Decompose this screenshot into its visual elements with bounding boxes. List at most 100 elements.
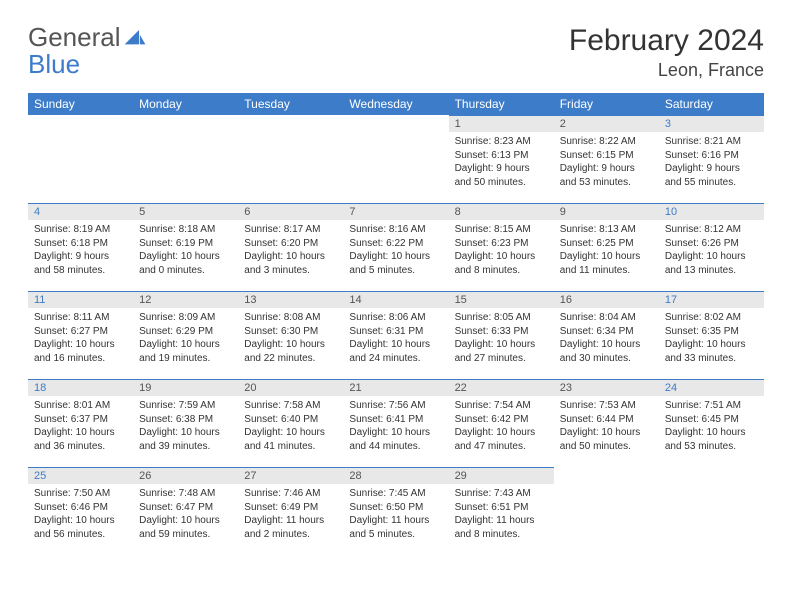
sunset-text: Sunset: 6:20 PM xyxy=(244,237,337,251)
day-number: 15 xyxy=(449,291,554,308)
daylight-text: Daylight: 10 hours and 11 minutes. xyxy=(560,250,653,277)
day-number: 7 xyxy=(343,203,448,220)
sunset-text: Sunset: 6:22 PM xyxy=(349,237,442,251)
sunrise-text: Sunrise: 8:05 AM xyxy=(455,311,548,325)
calendar-week: 1Sunrise: 8:23 AMSunset: 6:13 PMDaylight… xyxy=(28,115,764,203)
sunrise-text: Sunrise: 7:46 AM xyxy=(244,487,337,501)
calendar-cell: 8Sunrise: 8:15 AMSunset: 6:23 PMDaylight… xyxy=(449,203,554,291)
day-body: Sunrise: 7:48 AMSunset: 6:47 PMDaylight:… xyxy=(133,484,238,544)
day-body: Sunrise: 8:11 AMSunset: 6:27 PMDaylight:… xyxy=(28,308,133,368)
sunrise-text: Sunrise: 7:51 AM xyxy=(665,399,758,413)
daylight-text: Daylight: 10 hours and 30 minutes. xyxy=(560,338,653,365)
day-number: 25 xyxy=(28,467,133,484)
header: GeneralBlue February 2024 Leon, France xyxy=(28,24,764,81)
day-number: 29 xyxy=(449,467,554,484)
day-number: 2 xyxy=(554,115,659,132)
sunset-text: Sunset: 6:29 PM xyxy=(139,325,232,339)
daylight-text: Daylight: 10 hours and 8 minutes. xyxy=(455,250,548,277)
calendar-cell: 17Sunrise: 8:02 AMSunset: 6:35 PMDayligh… xyxy=(659,291,764,379)
daylight-text: Daylight: 10 hours and 47 minutes. xyxy=(455,426,548,453)
day-body: Sunrise: 8:01 AMSunset: 6:37 PMDaylight:… xyxy=(28,396,133,456)
calendar-week: 18Sunrise: 8:01 AMSunset: 6:37 PMDayligh… xyxy=(28,379,764,467)
daylight-text: Daylight: 10 hours and 36 minutes. xyxy=(34,426,127,453)
calendar-cell: 29Sunrise: 7:43 AMSunset: 6:51 PMDayligh… xyxy=(449,467,554,555)
day-number: 3 xyxy=(659,115,764,132)
day-number: 13 xyxy=(238,291,343,308)
day-body: Sunrise: 7:51 AMSunset: 6:45 PMDaylight:… xyxy=(659,396,764,456)
calendar-cell: 6Sunrise: 8:17 AMSunset: 6:20 PMDaylight… xyxy=(238,203,343,291)
sunrise-text: Sunrise: 8:21 AM xyxy=(665,135,758,149)
daylight-text: Daylight: 10 hours and 59 minutes. xyxy=(139,514,232,541)
sunrise-text: Sunrise: 8:18 AM xyxy=(139,223,232,237)
sunset-text: Sunset: 6:13 PM xyxy=(455,149,548,163)
sunrise-text: Sunrise: 8:23 AM xyxy=(455,135,548,149)
day-body: Sunrise: 7:53 AMSunset: 6:44 PMDaylight:… xyxy=(554,396,659,456)
day-header: Friday xyxy=(554,93,659,115)
calendar-cell: 16Sunrise: 8:04 AMSunset: 6:34 PMDayligh… xyxy=(554,291,659,379)
daylight-text: Daylight: 11 hours and 5 minutes. xyxy=(349,514,442,541)
day-body: Sunrise: 8:04 AMSunset: 6:34 PMDaylight:… xyxy=(554,308,659,368)
day-header-row: Sunday Monday Tuesday Wednesday Thursday… xyxy=(28,93,764,115)
day-body: Sunrise: 8:08 AMSunset: 6:30 PMDaylight:… xyxy=(238,308,343,368)
sunrise-text: Sunrise: 8:16 AM xyxy=(349,223,442,237)
sunrise-text: Sunrise: 8:17 AM xyxy=(244,223,337,237)
day-number: 24 xyxy=(659,379,764,396)
day-body: Sunrise: 7:45 AMSunset: 6:50 PMDaylight:… xyxy=(343,484,448,544)
sunrise-text: Sunrise: 8:09 AM xyxy=(139,311,232,325)
calendar-cell xyxy=(133,115,238,203)
sunrise-text: Sunrise: 8:19 AM xyxy=(34,223,127,237)
day-number: 21 xyxy=(343,379,448,396)
sunrise-text: Sunrise: 7:56 AM xyxy=(349,399,442,413)
sunset-text: Sunset: 6:51 PM xyxy=(455,501,548,515)
sunrise-text: Sunrise: 7:43 AM xyxy=(455,487,548,501)
day-number: 12 xyxy=(133,291,238,308)
day-number: 26 xyxy=(133,467,238,484)
calendar-cell: 2Sunrise: 8:22 AMSunset: 6:15 PMDaylight… xyxy=(554,115,659,203)
sunrise-text: Sunrise: 7:48 AM xyxy=(139,487,232,501)
day-body: Sunrise: 8:06 AMSunset: 6:31 PMDaylight:… xyxy=(343,308,448,368)
daylight-text: Daylight: 10 hours and 27 minutes. xyxy=(455,338,548,365)
day-number: 19 xyxy=(133,379,238,396)
daylight-text: Daylight: 10 hours and 41 minutes. xyxy=(244,426,337,453)
logo-icon xyxy=(123,24,147,51)
day-body: Sunrise: 8:02 AMSunset: 6:35 PMDaylight:… xyxy=(659,308,764,368)
day-number: 22 xyxy=(449,379,554,396)
day-header: Monday xyxy=(133,93,238,115)
daylight-text: Daylight: 10 hours and 39 minutes. xyxy=(139,426,232,453)
sunset-text: Sunset: 6:31 PM xyxy=(349,325,442,339)
day-body: Sunrise: 8:09 AMSunset: 6:29 PMDaylight:… xyxy=(133,308,238,368)
calendar-cell: 28Sunrise: 7:45 AMSunset: 6:50 PMDayligh… xyxy=(343,467,448,555)
calendar-cell: 1Sunrise: 8:23 AMSunset: 6:13 PMDaylight… xyxy=(449,115,554,203)
calendar-cell: 7Sunrise: 8:16 AMSunset: 6:22 PMDaylight… xyxy=(343,203,448,291)
day-number: 23 xyxy=(554,379,659,396)
calendar-cell: 15Sunrise: 8:05 AMSunset: 6:33 PMDayligh… xyxy=(449,291,554,379)
calendar-cell: 9Sunrise: 8:13 AMSunset: 6:25 PMDaylight… xyxy=(554,203,659,291)
day-header: Sunday xyxy=(28,93,133,115)
day-body: Sunrise: 8:13 AMSunset: 6:25 PMDaylight:… xyxy=(554,220,659,280)
sunset-text: Sunset: 6:44 PM xyxy=(560,413,653,427)
day-body: Sunrise: 7:59 AMSunset: 6:38 PMDaylight:… xyxy=(133,396,238,456)
sunset-text: Sunset: 6:25 PM xyxy=(560,237,653,251)
daylight-text: Daylight: 10 hours and 22 minutes. xyxy=(244,338,337,365)
daylight-text: Daylight: 10 hours and 24 minutes. xyxy=(349,338,442,365)
day-number: 10 xyxy=(659,203,764,220)
daylight-text: Daylight: 10 hours and 19 minutes. xyxy=(139,338,232,365)
day-body: Sunrise: 8:17 AMSunset: 6:20 PMDaylight:… xyxy=(238,220,343,280)
sunrise-text: Sunrise: 7:50 AM xyxy=(34,487,127,501)
calendar-cell: 21Sunrise: 7:56 AMSunset: 6:41 PMDayligh… xyxy=(343,379,448,467)
sunrise-text: Sunrise: 7:58 AM xyxy=(244,399,337,413)
logo: GeneralBlue xyxy=(28,24,147,79)
calendar-cell: 19Sunrise: 7:59 AMSunset: 6:38 PMDayligh… xyxy=(133,379,238,467)
sunset-text: Sunset: 6:50 PM xyxy=(349,501,442,515)
sunset-text: Sunset: 6:19 PM xyxy=(139,237,232,251)
calendar-cell: 26Sunrise: 7:48 AMSunset: 6:47 PMDayligh… xyxy=(133,467,238,555)
day-body: Sunrise: 7:43 AMSunset: 6:51 PMDaylight:… xyxy=(449,484,554,544)
calendar-cell: 23Sunrise: 7:53 AMSunset: 6:44 PMDayligh… xyxy=(554,379,659,467)
calendar-cell: 4Sunrise: 8:19 AMSunset: 6:18 PMDaylight… xyxy=(28,203,133,291)
logo-text-blue: Blue xyxy=(28,49,80,79)
sunset-text: Sunset: 6:27 PM xyxy=(34,325,127,339)
calendar-cell xyxy=(554,467,659,555)
day-body: Sunrise: 7:46 AMSunset: 6:49 PMDaylight:… xyxy=(238,484,343,544)
sunrise-text: Sunrise: 7:45 AM xyxy=(349,487,442,501)
day-body: Sunrise: 7:50 AMSunset: 6:46 PMDaylight:… xyxy=(28,484,133,544)
